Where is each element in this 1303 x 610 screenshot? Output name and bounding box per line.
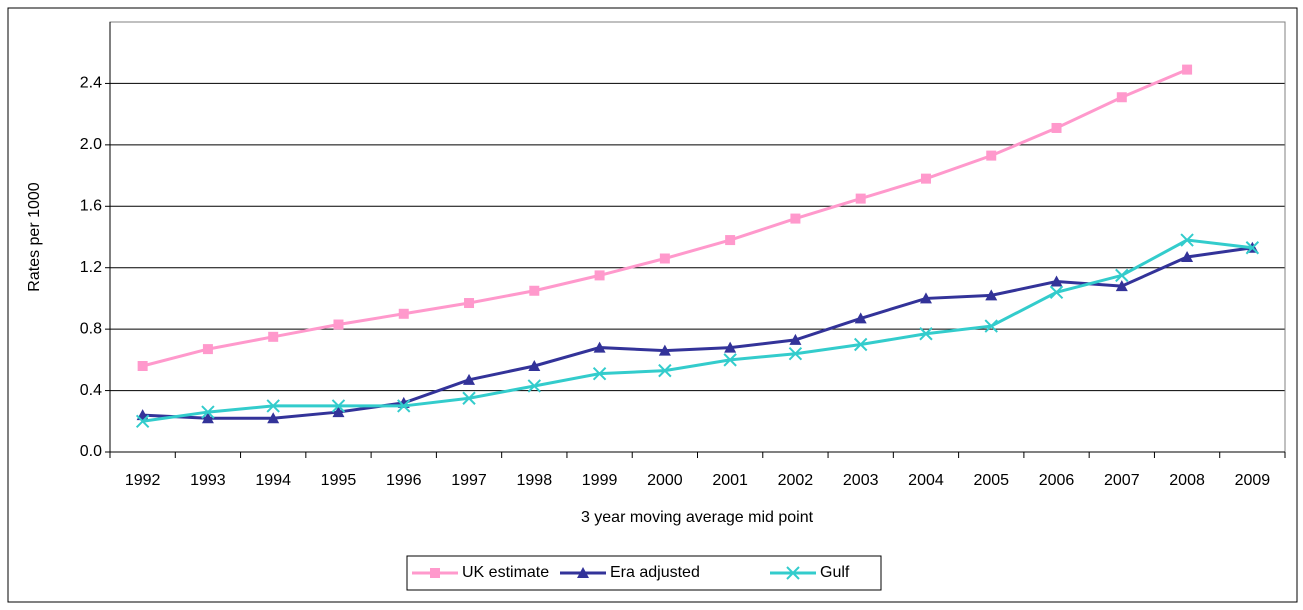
data-point bbox=[658, 344, 671, 356]
y-tick-label: 0.0 bbox=[80, 443, 102, 460]
x-axis-title: 3 year moving average mid point bbox=[581, 509, 814, 526]
data-point bbox=[984, 319, 998, 333]
data-point bbox=[1182, 64, 1193, 75]
data-point bbox=[201, 412, 214, 424]
data-point bbox=[854, 312, 867, 324]
legend-label: UK estimate bbox=[462, 564, 549, 581]
data-point bbox=[1181, 250, 1194, 262]
x-tick-label: 2001 bbox=[712, 472, 748, 489]
data-point bbox=[789, 333, 802, 345]
y-tick-label: 0.8 bbox=[80, 320, 102, 337]
x-tick-label: 2000 bbox=[647, 472, 683, 489]
data-point bbox=[1180, 233, 1194, 247]
y-tick-label: 1.2 bbox=[80, 259, 102, 276]
x-tick-label: 2006 bbox=[1039, 472, 1075, 489]
chart-border bbox=[7, 7, 1298, 603]
data-point bbox=[788, 347, 803, 361]
data-point bbox=[1115, 280, 1128, 292]
y-tick-label: 2.4 bbox=[80, 75, 102, 92]
data-point bbox=[397, 399, 411, 413]
data-point bbox=[593, 341, 606, 353]
x-tick-label: 1997 bbox=[451, 472, 487, 489]
data-point bbox=[1115, 268, 1129, 283]
legend-marker bbox=[577, 567, 589, 578]
data-point bbox=[135, 414, 150, 428]
data-point bbox=[1050, 275, 1063, 287]
data-point bbox=[529, 285, 540, 296]
data-point bbox=[920, 173, 931, 184]
data-point bbox=[1245, 241, 1260, 255]
data-point bbox=[853, 337, 868, 352]
data-point bbox=[1049, 285, 1064, 299]
y-axis-title: Rates per 1000 bbox=[26, 182, 43, 292]
data-point bbox=[985, 289, 998, 301]
data-point bbox=[202, 344, 213, 355]
y-tick-label: 1.6 bbox=[80, 198, 102, 215]
data-point bbox=[462, 391, 476, 405]
data-point bbox=[268, 331, 279, 342]
data-point bbox=[790, 213, 801, 224]
x-tick-label: 2002 bbox=[778, 472, 814, 489]
data-point bbox=[333, 319, 344, 330]
data-point bbox=[528, 360, 541, 371]
x-tick-label: 1996 bbox=[386, 472, 422, 489]
x-tick-label: 1992 bbox=[125, 472, 161, 489]
data-point bbox=[1116, 92, 1127, 103]
x-tick-label: 1999 bbox=[582, 472, 618, 489]
data-point bbox=[464, 298, 475, 309]
data-point bbox=[398, 308, 409, 319]
data-point bbox=[592, 366, 607, 381]
x-tick-label: 2003 bbox=[843, 472, 879, 489]
data-point bbox=[331, 399, 346, 413]
data-point bbox=[659, 253, 670, 264]
x-tick-label: 2009 bbox=[1235, 472, 1271, 489]
data-point bbox=[594, 270, 605, 281]
x-tick-label: 1995 bbox=[321, 472, 357, 489]
data-point bbox=[137, 361, 148, 371]
data-point bbox=[463, 373, 476, 385]
data-point bbox=[724, 341, 737, 353]
series-line bbox=[142, 246, 1253, 420]
x-tick-label: 1998 bbox=[517, 472, 553, 489]
data-point bbox=[527, 379, 542, 393]
data-point bbox=[201, 405, 215, 419]
data-point bbox=[986, 150, 997, 161]
x-tick-label: 1993 bbox=[190, 472, 226, 489]
legend-marker bbox=[430, 568, 440, 578]
data-point bbox=[658, 363, 672, 378]
legend-label: Gulf bbox=[820, 564, 850, 581]
x-tick-label: 2008 bbox=[1169, 472, 1205, 489]
legend-marker bbox=[786, 566, 800, 580]
x-tick-label: 1994 bbox=[255, 472, 291, 489]
series-line bbox=[142, 238, 1253, 423]
y-tick-label: 2.0 bbox=[80, 136, 102, 153]
data-point bbox=[919, 292, 932, 304]
data-point bbox=[725, 235, 736, 246]
data-point bbox=[855, 193, 866, 204]
legend-label: Era adjusted bbox=[610, 564, 700, 581]
data-point bbox=[332, 406, 345, 418]
x-tick-label: 2007 bbox=[1104, 472, 1140, 489]
x-tick-label: 2004 bbox=[908, 472, 944, 489]
data-point bbox=[723, 353, 737, 367]
data-point bbox=[919, 327, 933, 341]
x-tick-label: 2005 bbox=[973, 472, 1009, 489]
data-point bbox=[267, 412, 280, 424]
data-point bbox=[1051, 122, 1062, 133]
data-point bbox=[266, 399, 280, 413]
y-tick-label: 0.4 bbox=[80, 382, 102, 399]
